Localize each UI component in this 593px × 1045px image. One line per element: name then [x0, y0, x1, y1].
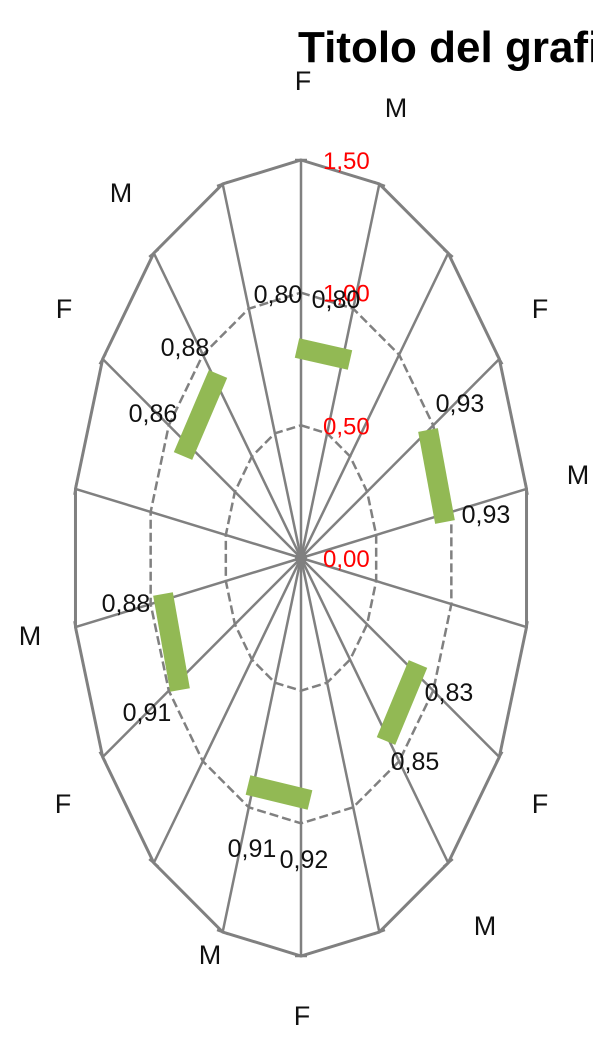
grid-tick	[524, 482, 529, 496]
grid-tick	[216, 928, 229, 936]
grid-spoke	[300, 487, 527, 560]
grid-spoke	[299, 252, 450, 559]
grid-tick	[98, 751, 107, 763]
category-label: F	[295, 66, 312, 96]
data-label: 0,88	[102, 590, 151, 618]
data-label: 0,86	[129, 400, 178, 428]
grid-spoke	[75, 556, 302, 629]
category-label: F	[532, 789, 549, 819]
grid-spoke	[221, 183, 303, 559]
data-label: 0,80	[312, 286, 361, 314]
category-label: M	[567, 460, 590, 490]
grid-spoke	[299, 183, 381, 559]
data-label: 0,93	[462, 501, 511, 529]
grid-layer	[73, 158, 529, 958]
grid-tick	[98, 353, 107, 365]
grid-spoke	[300, 556, 527, 629]
data-label: 0,83	[425, 679, 474, 707]
data-label: 0,92	[280, 846, 329, 874]
category-label: F	[56, 294, 73, 324]
data-label: 0,93	[436, 390, 485, 418]
grid-spoke	[101, 358, 302, 559]
data-label: 0,80	[254, 281, 303, 309]
radial-tick-label: 1,00	[323, 281, 370, 308]
data-label: 0,88	[161, 334, 210, 362]
radial-tick-label: 0,50	[323, 413, 370, 440]
grid-spoke	[101, 557, 302, 758]
data-bar	[245, 775, 313, 810]
grid-tick	[216, 180, 229, 188]
radial-tick-label: 1,50	[323, 148, 370, 175]
radial-tick-label: 0,00	[323, 546, 370, 573]
grid-tick	[373, 928, 386, 936]
grid-tick	[73, 620, 78, 634]
data-bar	[418, 428, 455, 524]
grid-tick	[73, 482, 78, 496]
chart-title: Titolo del grafi	[298, 23, 593, 72]
category-label: M	[385, 93, 408, 123]
grid-tick	[495, 353, 504, 365]
category-label: M	[199, 940, 222, 970]
grid-spoke	[300, 557, 501, 758]
bar-layer	[153, 338, 455, 810]
label-layer: 0,00 0,50 1,00 1,50 F M M F F M M F F M M F 0,80 0,80 0,93…	[19, 66, 590, 1031]
data-bar	[153, 592, 190, 692]
grid-spoke	[221, 557, 303, 933]
data-label: 0,85	[391, 748, 440, 776]
center-hub	[295, 552, 307, 564]
data-bar	[173, 370, 228, 460]
grid-tick	[495, 751, 504, 763]
category-label: F	[532, 294, 549, 324]
category-label: F	[294, 1001, 311, 1031]
grid-spoke	[75, 487, 302, 560]
grid-spoke	[152, 252, 303, 559]
grid-tick	[373, 180, 386, 188]
grid-tick	[442, 248, 454, 258]
category-label: M	[474, 911, 497, 941]
category-label: F	[55, 789, 72, 819]
data-bar	[294, 338, 353, 370]
data-bar	[376, 660, 428, 745]
category-label: M	[19, 621, 42, 651]
data-label: 0,91	[228, 835, 277, 863]
grid-tick	[148, 248, 160, 258]
grid-ring	[224, 424, 378, 692]
data-label: 0,91	[123, 699, 172, 727]
grid-spoke	[299, 557, 450, 864]
grid-spoke	[300, 358, 501, 559]
category-label: M	[110, 178, 133, 208]
grid-tick	[148, 858, 160, 868]
grid-ring	[149, 291, 453, 825]
grid-spoke	[152, 557, 303, 864]
grid-tick	[442, 858, 454, 868]
grid-spoke	[299, 557, 381, 933]
grid-tick	[524, 620, 529, 634]
